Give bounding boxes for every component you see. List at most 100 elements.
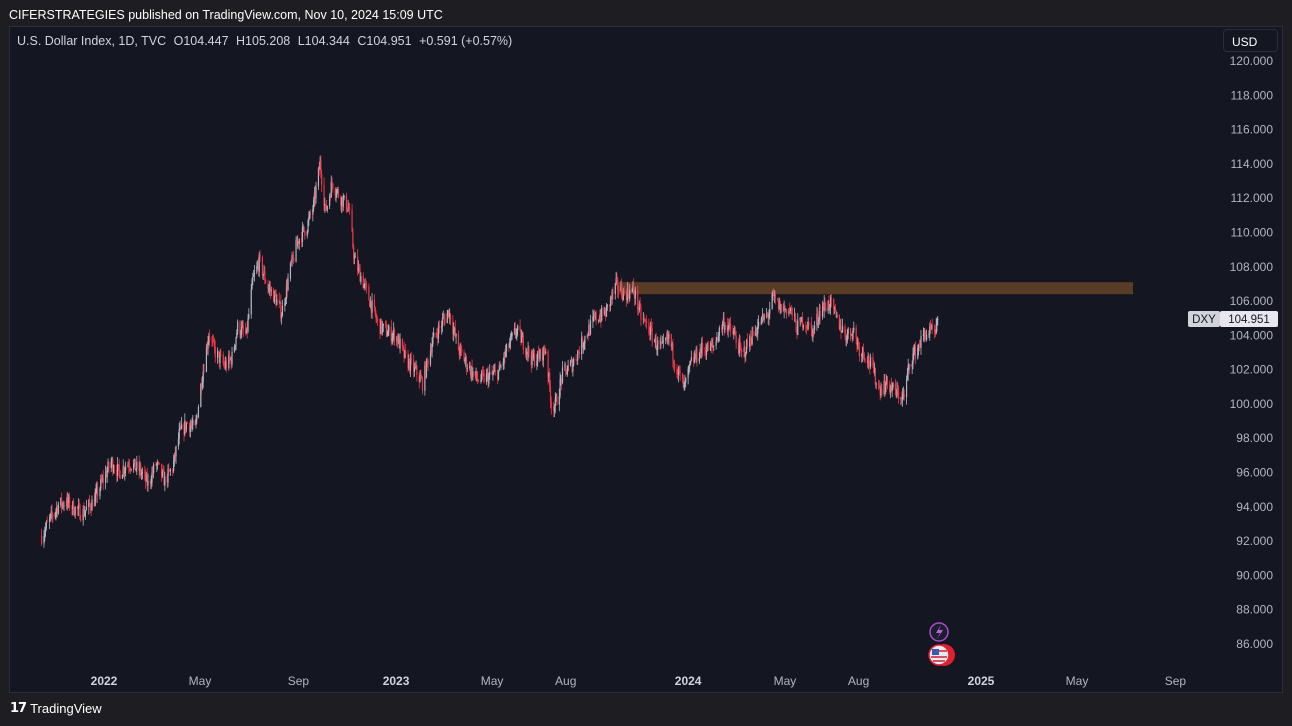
candle-body [161,470,164,477]
candle-body [52,515,54,517]
candle-body [623,289,625,294]
candle-body [841,331,843,333]
candle-body [149,480,152,483]
candle-body [499,365,501,368]
candle-body [397,336,400,344]
candle-body [829,297,832,308]
candle-body [147,480,149,486]
candle-body [133,458,136,464]
y-axis-tick-label: 100.000 [1230,397,1274,411]
candle-body [141,472,144,474]
candle-body [705,350,707,355]
candle-body [225,362,228,369]
candle-body [677,367,680,375]
candle-body [353,246,355,258]
candle-body [368,286,370,301]
candle-body [375,314,377,319]
candle-body [370,301,372,313]
candle-body [455,334,457,337]
candle-body [362,276,364,289]
candle-body [141,473,143,475]
candle-body [200,383,202,408]
candle-body [649,325,652,336]
candle-body [707,342,709,351]
candle-body [444,318,446,324]
candle-body [257,264,260,272]
candle-body [530,354,532,365]
candle-body [917,345,920,349]
candle-body [657,340,659,349]
candle-body [320,160,322,174]
candle-body [752,330,754,336]
candle-body [449,313,452,323]
candle-body [777,298,779,300]
candle-body [119,470,121,479]
candle-body [382,323,384,326]
candle-body [672,343,674,361]
symbol-legend[interactable]: U.S. Dollar Index, 1D, TVC O104.447 H105… [17,34,516,48]
candle-body [827,300,829,312]
candle-body [554,398,556,407]
candle-body [174,452,176,457]
candle-body [429,350,432,365]
candle-body [381,325,384,333]
candle-body [189,423,191,432]
event-markers[interactable] [928,622,955,666]
candle-body [269,287,272,292]
candle-body [301,239,303,242]
candle-body [671,343,673,348]
candle-body [911,364,913,368]
candle-body [679,371,681,374]
candle-body [745,353,747,357]
candle-body [935,325,937,335]
candle-body [839,324,841,330]
candle-body [427,360,429,365]
candle-body [421,377,423,379]
candle-body [485,373,488,382]
candle-body [354,256,356,258]
candle-body [789,307,792,311]
candle-body [443,317,445,319]
chart-frame[interactable] [9,26,1283,693]
candle-body [589,320,592,335]
candle-body [905,379,908,398]
candle-body [600,316,602,321]
candle-body [437,325,440,339]
candle-body [765,314,768,316]
currency-button[interactable]: USD [1223,29,1278,52]
candle-body [196,416,198,420]
candle-body [553,407,555,412]
candle-body [668,334,670,339]
candle-body [491,371,493,374]
candle-body [459,346,461,355]
candle-body [577,351,580,352]
candle-body [229,358,232,360]
candle-body [125,466,127,471]
tradingview-brand[interactable]: TradingView [30,701,102,716]
candle-body [616,278,618,280]
price-tag-symbol-bg [1188,311,1220,327]
candle-body [556,396,558,405]
candle-body [606,304,608,307]
x-axis-tick-label: Sep [288,674,310,688]
candle-body [545,351,547,354]
candle-body [298,239,300,244]
candle-body [500,366,502,368]
candle-body [324,204,326,206]
candle-body [857,342,859,346]
candle-body [845,340,848,341]
candle-body [348,207,350,209]
candle-body [640,307,642,320]
y-axis-tick-label: 114.000 [1231,157,1274,171]
candle-body [751,330,753,345]
candle-body [207,342,209,349]
candle-body [374,307,376,315]
candle-body [510,335,512,337]
candle-body [482,372,484,374]
candle-body [621,285,623,296]
candle-body [217,351,220,352]
candle-body [179,427,181,430]
candle-body [337,189,339,191]
candle-body [659,340,661,345]
